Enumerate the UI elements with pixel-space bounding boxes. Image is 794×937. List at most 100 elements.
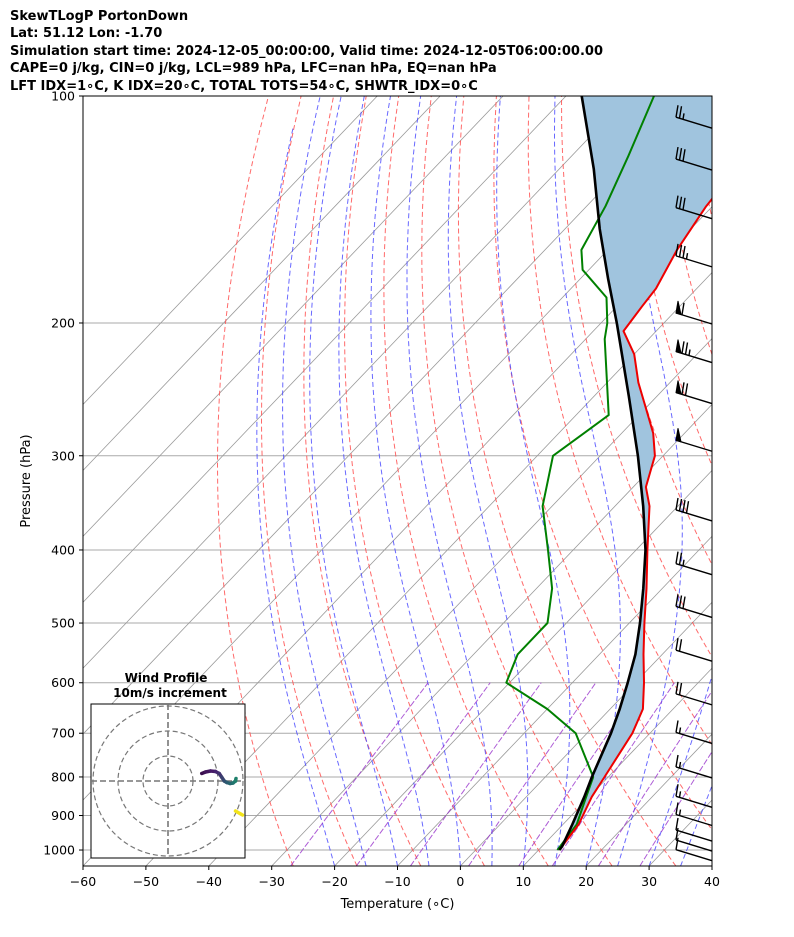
moist-adiabat-line	[338, 96, 430, 866]
x-tick-label: −60	[70, 874, 96, 889]
isotherm-line	[83, 96, 630, 669]
isotherm-line	[460, 601, 712, 866]
temperature-profile-line	[558, 197, 712, 851]
dry-adiabat-line	[344, 96, 485, 866]
location-line: Lat: 51.12 Lon: -1.70	[10, 26, 163, 42]
station-title: SkewTLogP PortonDown	[10, 9, 189, 24]
dry-adiabat-line	[260, 96, 358, 866]
wind-barb	[675, 428, 713, 452]
y-tick-label: 1000	[43, 843, 75, 858]
moist-adiabat-line	[680, 784, 712, 866]
mixing-ratio-line	[355, 682, 491, 866]
mixing-ratio-line	[639, 750, 712, 866]
isotherm-line	[83, 96, 504, 537]
moist-adiabat-line	[554, 96, 621, 866]
parcel-temperature-shading	[559, 96, 712, 850]
isotherm-line	[585, 733, 712, 866]
y-tick-label: 300	[51, 448, 75, 463]
isotherm-line	[145, 272, 712, 866]
wind-barb	[675, 339, 713, 364]
wind-barb	[675, 195, 713, 220]
dry-adiabat-line	[421, 96, 613, 866]
y-tick-label: 900	[51, 808, 75, 823]
moist-adiabat-line	[648, 674, 712, 866]
cape-line: CAPE=0 j/kg, CIN=0 j/kg, LCL=989 hPa, LF…	[10, 61, 497, 77]
x-tick-label: 40	[704, 874, 720, 889]
moist-adiabat-line	[256, 127, 336, 866]
isotherm-line	[83, 96, 378, 406]
wind-barb	[675, 300, 713, 325]
dry-adiabat-line	[217, 96, 294, 866]
y-tick-label: 100	[51, 89, 75, 104]
y-tick-label: 200	[51, 315, 75, 330]
wind-barb	[675, 551, 713, 576]
wind-barb	[675, 497, 713, 522]
dry-adiabat-line	[457, 96, 677, 866]
mixing-ratio-line	[597, 690, 712, 866]
isotherm-line	[523, 667, 712, 866]
moist-adiabat-line	[406, 96, 493, 866]
dry-adiabat-line	[527, 96, 712, 746]
mixing-ratio-line	[290, 682, 429, 866]
wind-barb	[675, 802, 713, 827]
wind-barb	[675, 817, 713, 842]
moist-adiabat-line	[496, 96, 571, 866]
isotherm-line	[334, 469, 712, 866]
wind-barb	[675, 243, 713, 268]
wind-barb	[675, 146, 713, 171]
wind-barb	[675, 837, 713, 862]
wind-barb	[675, 380, 713, 405]
y-tick-label: 600	[51, 675, 75, 690]
dry-adiabat-line	[789, 96, 794, 866]
hodograph-subtitle: 10m/s increment	[113, 686, 227, 700]
dry-adiabat-line	[383, 96, 549, 866]
x-tick-label: −30	[259, 874, 285, 889]
hodograph-surface-wind	[233, 809, 245, 817]
isotherm-line	[208, 337, 712, 866]
wind-barb	[675, 594, 713, 619]
moist-adiabat-line	[309, 96, 398, 866]
wind-barb	[675, 681, 713, 706]
hodograph-trace	[233, 776, 238, 783]
y-axis-label: Pressure (hPa)	[19, 434, 34, 527]
dry-adiabat-line	[757, 96, 794, 866]
isotherm-line	[83, 96, 693, 735]
chart-header: SkewTLogP PortonDown Lat: 51.12 Lon: -1.…	[10, 8, 603, 95]
hodograph-title: Wind Profile	[125, 671, 208, 685]
isotherm-line	[397, 535, 712, 866]
time-line: Simulation start time: 2024-12-05_00:00:…	[10, 43, 603, 59]
moist-adiabat-line	[282, 96, 367, 866]
parcel-profile-line	[558, 96, 647, 851]
dry-adiabat-line	[724, 96, 794, 866]
mixing-ratio-line	[409, 682, 542, 866]
wind-barb	[675, 105, 713, 129]
x-tick-label: −40	[196, 874, 222, 889]
moist-adiabat-line	[447, 96, 529, 866]
x-tick-label: 30	[641, 874, 657, 889]
x-tick-label: 20	[578, 874, 594, 889]
moist-adiabat-line	[617, 96, 683, 866]
y-tick-label: 500	[51, 616, 75, 631]
mixing-ratio-line	[551, 682, 675, 866]
x-axis-label: Temperature (∘C)	[340, 897, 455, 912]
wind-barb	[675, 720, 713, 745]
dewpoint-profile-line	[505, 96, 655, 851]
y-tick-label: 400	[51, 542, 75, 557]
moist-adiabat-line	[711, 864, 712, 866]
mixing-ratio-line	[518, 682, 644, 866]
wind-barb	[675, 638, 713, 662]
x-tick-label: −50	[133, 874, 159, 889]
isotherm-line	[83, 96, 567, 603]
mixing-ratio-line	[468, 682, 597, 866]
x-tick-label: 0	[456, 874, 464, 889]
x-tick-label: −20	[321, 874, 347, 889]
isotherm-line	[83, 96, 441, 471]
y-tick-label: 700	[51, 726, 75, 741]
isotherm-line	[775, 96, 794, 866]
wind-barb	[675, 754, 713, 779]
index-line: LFT IDX=1∘C, K IDX=20∘C, TOTAL TOTS=54∘C…	[10, 78, 478, 94]
moist-adiabat-line	[370, 96, 461, 866]
x-tick-label: −10	[384, 874, 410, 889]
isotherm-line	[711, 865, 712, 866]
